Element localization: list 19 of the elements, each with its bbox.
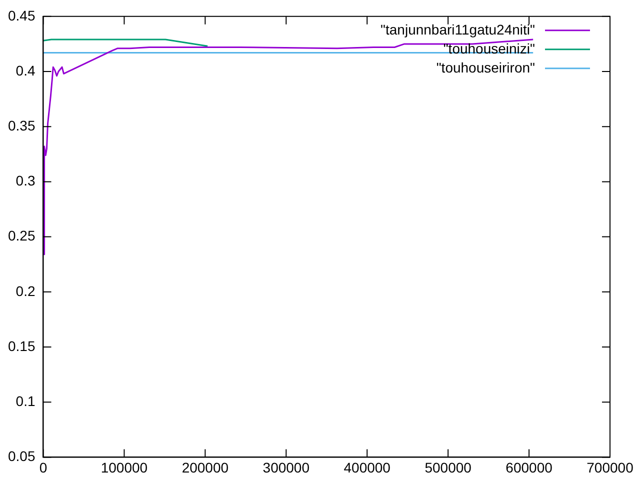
y-tick-label: 0.2 xyxy=(16,282,36,299)
y-tick-label: 0.35 xyxy=(8,117,36,134)
x-tick-label: 200000 xyxy=(182,459,229,476)
x-tick-label: 0 xyxy=(39,459,48,476)
y-tick-label: 0.4 xyxy=(16,62,36,78)
y-tick-label: 0.05 xyxy=(8,448,36,464)
y-tick-label: 0.15 xyxy=(8,338,36,354)
x-tick-label: 100000 xyxy=(100,459,148,476)
x-tick-label: 700000 xyxy=(586,459,634,476)
x-tick-label: 400000 xyxy=(344,459,391,476)
y-tick-label: 0.45 xyxy=(8,7,36,24)
x-tick-label: 300000 xyxy=(262,459,310,476)
legend-label: "touhouseiriron" xyxy=(436,59,536,76)
x-tick-label: 500000 xyxy=(424,459,472,476)
y-tick-label: 0.1 xyxy=(16,392,36,409)
y-tick-label: 0.25 xyxy=(8,228,36,244)
y-tick-label: 0.3 xyxy=(16,172,36,189)
x-tick-label: 600000 xyxy=(506,459,553,476)
legend-label: "tanjunnbari11gatu24niti" xyxy=(380,21,536,38)
